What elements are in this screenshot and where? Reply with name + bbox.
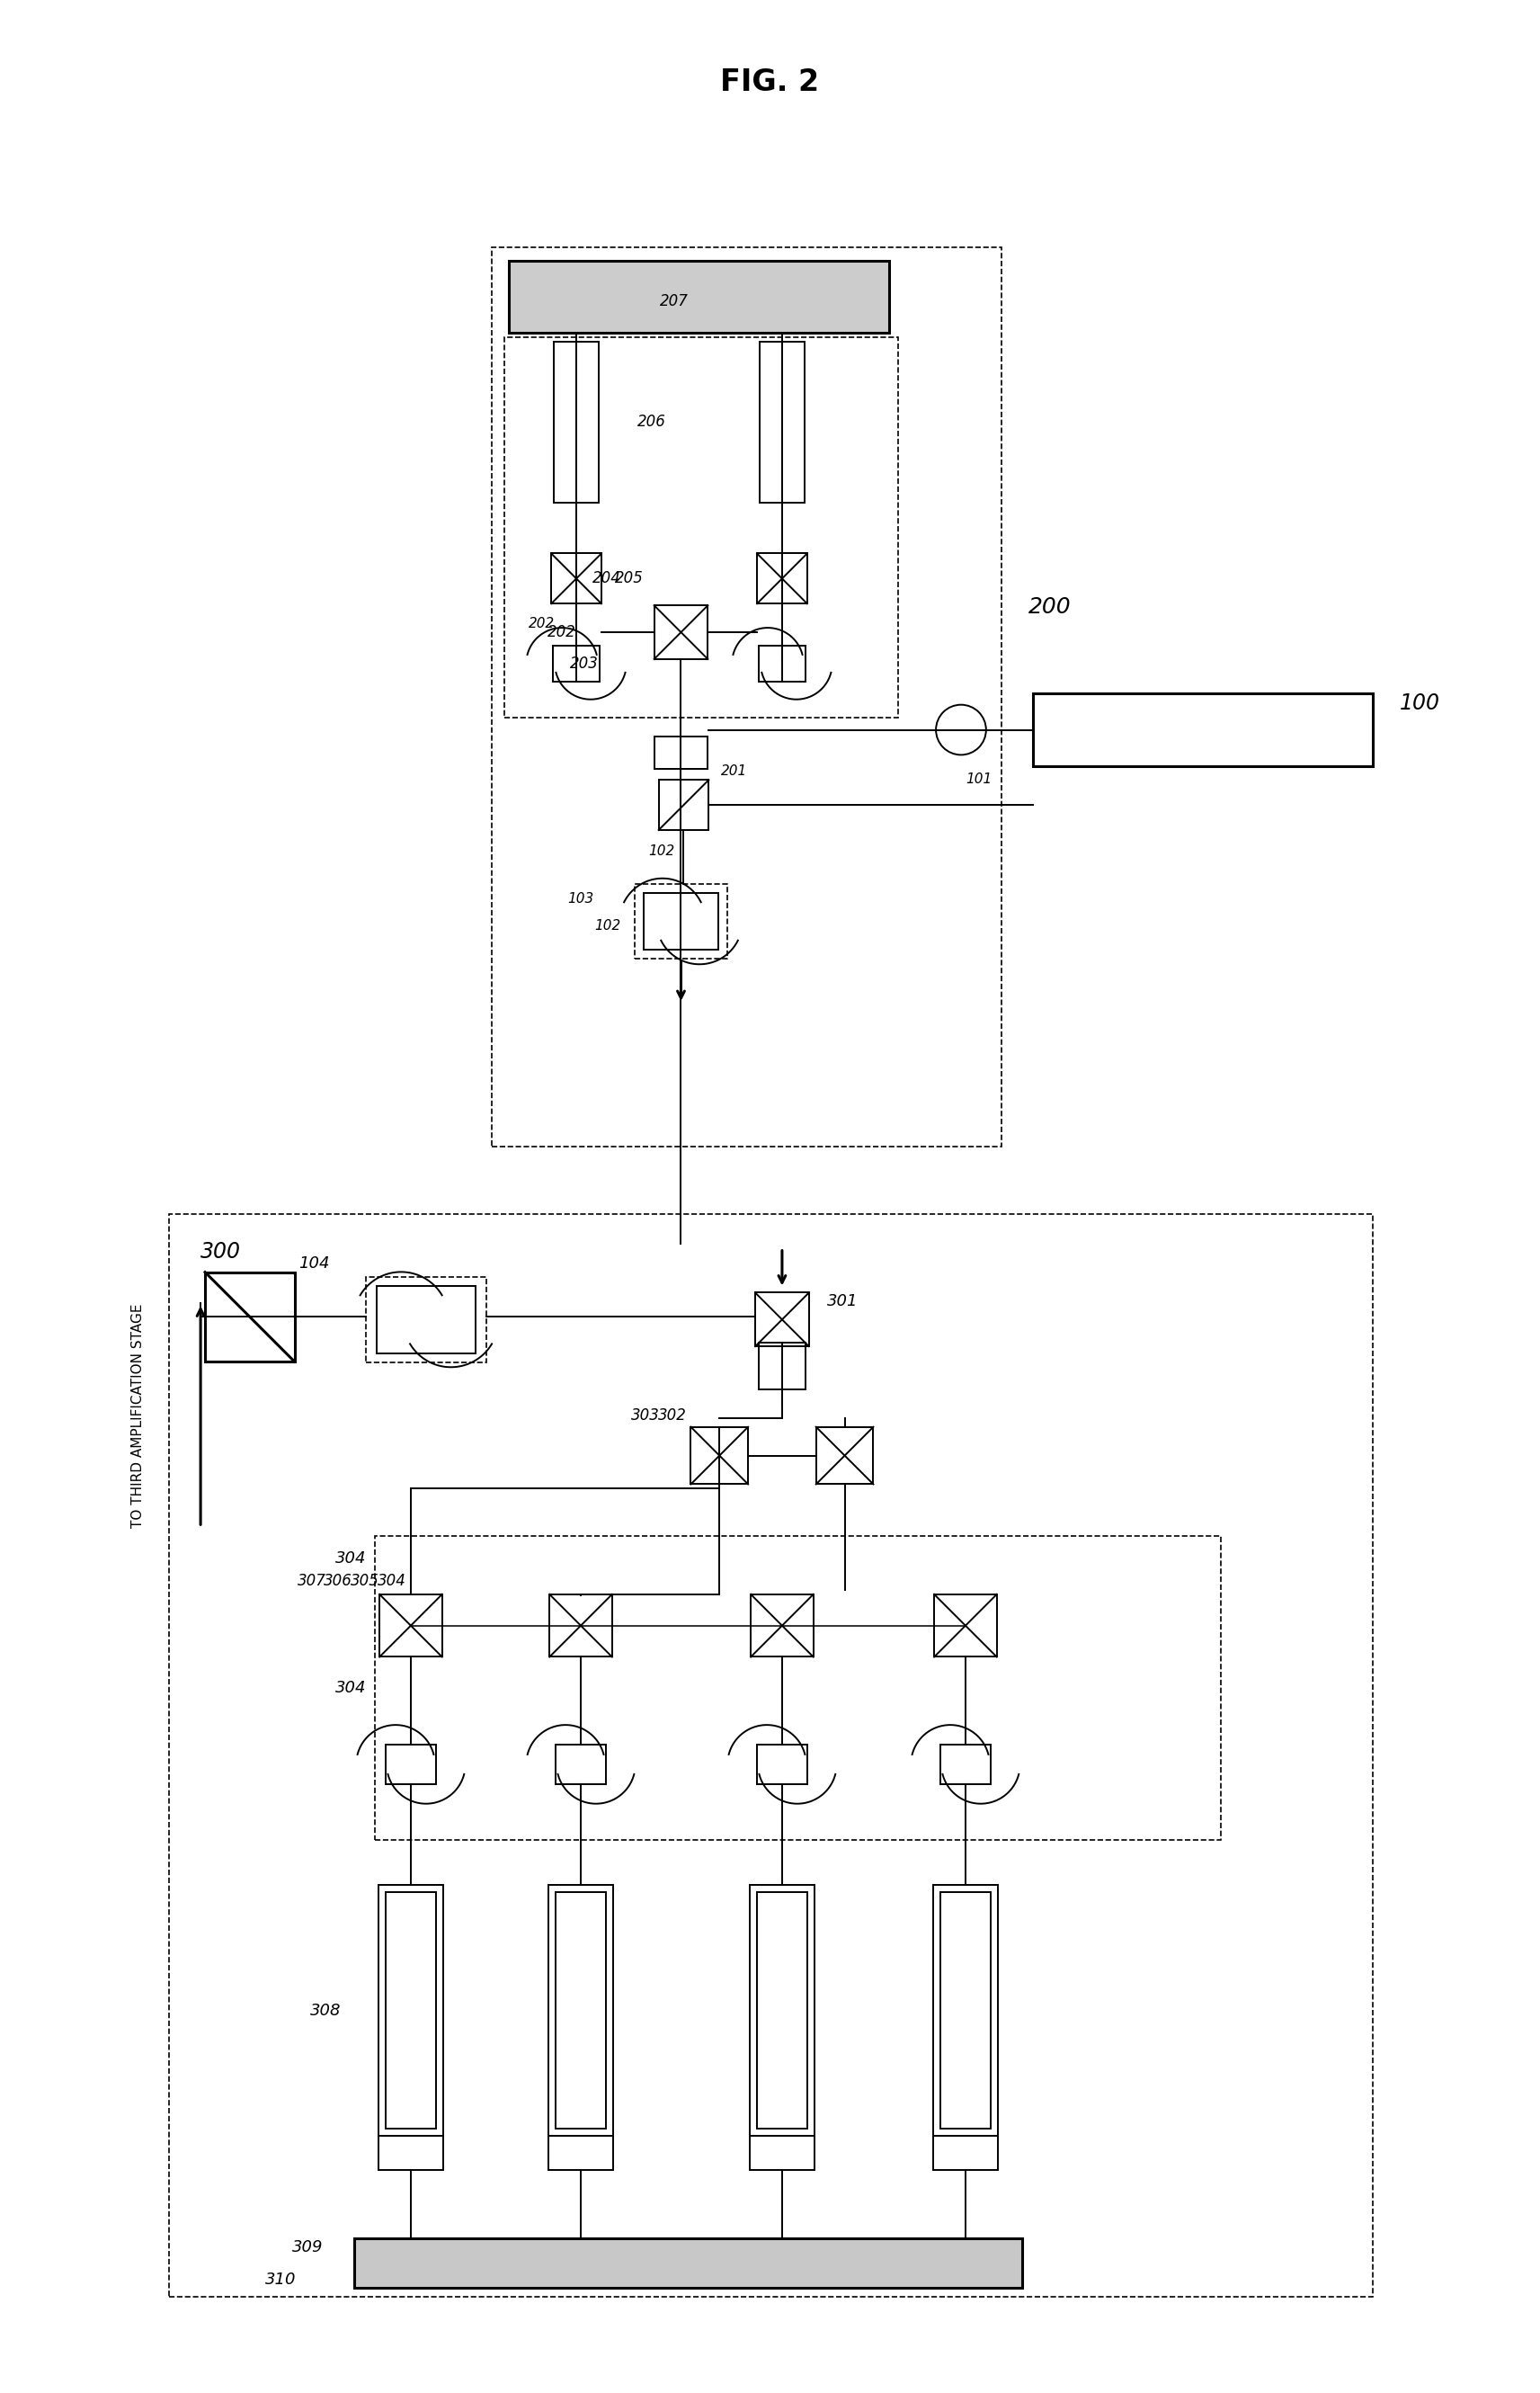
Bar	[385, 1744, 436, 1785]
Bar	[659, 780, 708, 830]
Bar	[758, 1893, 807, 2127]
Text: FIG. 2: FIG. 2	[721, 67, 819, 96]
Bar	[941, 1893, 990, 2127]
Bar	[933, 2135, 998, 2170]
Bar	[758, 1744, 807, 1785]
Text: 304: 304	[377, 1572, 407, 1589]
Bar	[367, 1275, 487, 1362]
Bar	[548, 2135, 613, 2170]
Text: 301: 301	[827, 1295, 858, 1309]
Bar	[553, 646, 599, 682]
Text: 203: 203	[570, 656, 599, 672]
Bar	[510, 261, 890, 333]
Text: 101: 101	[966, 773, 992, 785]
Bar	[755, 1292, 808, 1347]
Bar	[377, 1285, 476, 1354]
Text: 100: 100	[1400, 692, 1440, 713]
Text: 302: 302	[658, 1407, 687, 1424]
Bar	[654, 605, 708, 658]
Text: 303: 303	[631, 1407, 659, 1424]
Bar	[551, 553, 601, 603]
Text: 200: 200	[1029, 596, 1070, 617]
Bar	[379, 1886, 444, 2135]
Text: 102: 102	[648, 845, 675, 859]
Text: 206: 206	[638, 414, 665, 431]
Text: 103: 103	[568, 893, 594, 905]
Bar	[759, 1342, 805, 1390]
Text: 204: 204	[593, 570, 621, 586]
Bar	[554, 342, 599, 503]
Text: TO THIRD AMPLIFICATION STAGE: TO THIRD AMPLIFICATION STAGE	[131, 1304, 145, 1527]
Bar	[1033, 694, 1372, 766]
Bar	[750, 1886, 815, 2135]
Bar	[933, 1886, 998, 2135]
Bar	[169, 1213, 1372, 2297]
Text: 305: 305	[351, 1572, 379, 1589]
Bar	[752, 1594, 813, 1656]
Bar	[759, 342, 804, 503]
Bar	[758, 553, 807, 603]
Bar	[556, 1744, 605, 1785]
Text: 304: 304	[336, 1551, 367, 1567]
Bar	[759, 646, 805, 682]
Bar	[205, 1273, 294, 1362]
Bar	[385, 1893, 436, 2127]
Text: 310: 310	[265, 2271, 296, 2288]
Bar	[354, 2237, 1023, 2288]
Bar	[691, 1426, 748, 1484]
Bar	[941, 1744, 990, 1785]
Bar	[935, 1594, 996, 1656]
Text: 202: 202	[548, 625, 576, 641]
Bar	[644, 893, 719, 950]
Text: 309: 309	[293, 2240, 323, 2254]
Text: 102: 102	[594, 919, 621, 933]
Bar	[654, 737, 708, 768]
Text: 104: 104	[299, 1254, 330, 1271]
Bar	[816, 1426, 873, 1484]
Bar	[491, 246, 1001, 1146]
Text: 202: 202	[528, 617, 556, 629]
Bar	[379, 1594, 442, 1656]
Text: 207: 207	[659, 292, 688, 309]
Text: 300: 300	[200, 1242, 242, 1264]
Text: 306: 306	[323, 1572, 353, 1589]
Text: 205: 205	[614, 570, 644, 586]
Bar	[548, 1886, 613, 2135]
Text: 304: 304	[336, 1680, 367, 1697]
Bar	[376, 1536, 1220, 1840]
Bar	[634, 883, 727, 960]
Bar	[505, 337, 898, 718]
Bar	[556, 1893, 605, 2127]
Bar	[379, 2135, 444, 2170]
Text: 308: 308	[310, 2003, 340, 2020]
Text: 307: 307	[297, 1572, 326, 1589]
Text: 201: 201	[721, 763, 747, 778]
Bar	[750, 2135, 815, 2170]
Bar	[550, 1594, 611, 1656]
